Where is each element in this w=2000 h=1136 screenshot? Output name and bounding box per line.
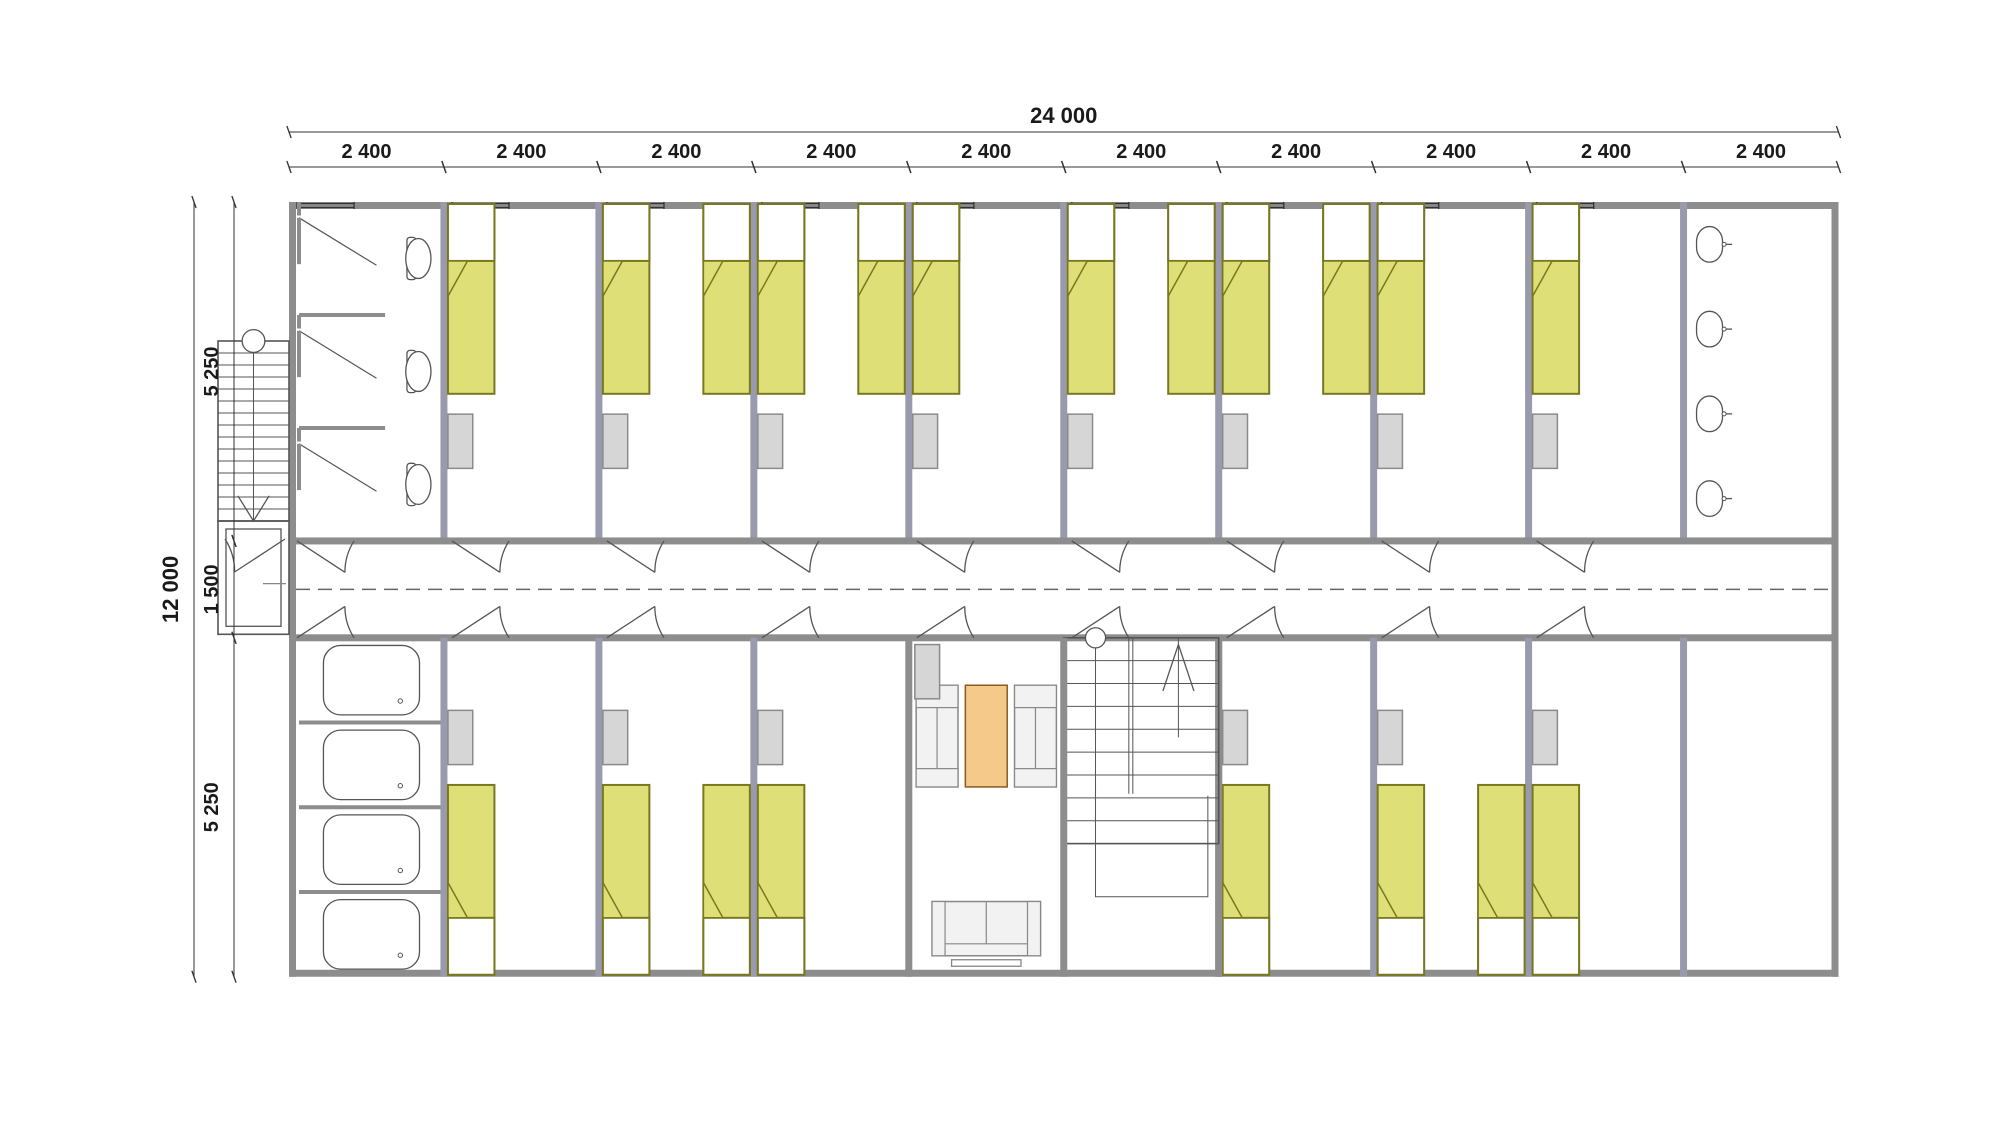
svg-text:2 400: 2 400 xyxy=(341,141,391,163)
svg-text:2 400: 2 400 xyxy=(806,141,856,163)
svg-text:5 250: 5 250 xyxy=(201,346,223,396)
svg-text:2 400: 2 400 xyxy=(1736,141,1786,163)
svg-text:2 400: 2 400 xyxy=(1426,141,1476,163)
svg-text:1 500: 1 500 xyxy=(201,564,223,614)
svg-text:5 250: 5 250 xyxy=(201,782,223,832)
svg-text:2 400: 2 400 xyxy=(961,141,1011,163)
svg-text:24 000: 24 000 xyxy=(1030,103,1097,128)
svg-text:2 400: 2 400 xyxy=(496,141,546,163)
svg-text:2 400: 2 400 xyxy=(651,141,701,163)
svg-text:2 400: 2 400 xyxy=(1271,141,1321,163)
svg-text:12 000: 12 000 xyxy=(158,556,183,623)
svg-text:2 400: 2 400 xyxy=(1116,141,1166,163)
svg-text:2 400: 2 400 xyxy=(1581,141,1631,163)
